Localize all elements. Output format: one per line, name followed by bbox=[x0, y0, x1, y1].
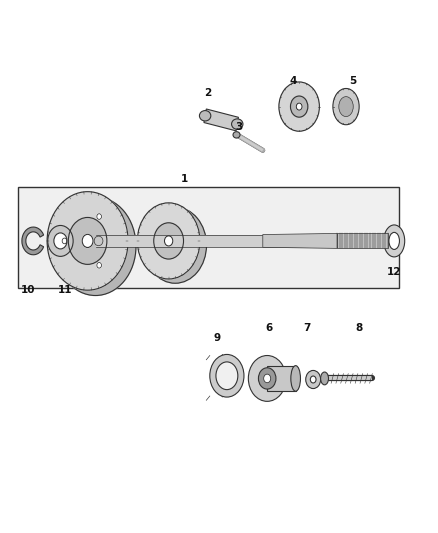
Ellipse shape bbox=[339, 96, 353, 117]
Ellipse shape bbox=[68, 217, 107, 264]
Ellipse shape bbox=[279, 82, 319, 131]
FancyBboxPatch shape bbox=[96, 235, 368, 247]
Ellipse shape bbox=[306, 370, 321, 389]
Text: 9: 9 bbox=[213, 334, 220, 343]
Ellipse shape bbox=[290, 96, 308, 117]
Ellipse shape bbox=[97, 214, 102, 220]
Polygon shape bbox=[18, 187, 399, 288]
Ellipse shape bbox=[384, 225, 405, 257]
Ellipse shape bbox=[48, 225, 73, 256]
Ellipse shape bbox=[164, 236, 173, 246]
Ellipse shape bbox=[232, 119, 243, 130]
Ellipse shape bbox=[199, 110, 211, 121]
Ellipse shape bbox=[62, 238, 67, 244]
Ellipse shape bbox=[296, 103, 302, 110]
Bar bbox=[337, 233, 388, 248]
Ellipse shape bbox=[54, 233, 67, 249]
Ellipse shape bbox=[258, 368, 276, 389]
Ellipse shape bbox=[248, 356, 286, 401]
Ellipse shape bbox=[138, 203, 200, 279]
Ellipse shape bbox=[220, 354, 225, 397]
Text: 11: 11 bbox=[57, 286, 72, 295]
Text: 8: 8 bbox=[356, 323, 363, 333]
Ellipse shape bbox=[82, 235, 93, 247]
Text: 6: 6 bbox=[266, 323, 273, 333]
Polygon shape bbox=[204, 109, 238, 131]
Polygon shape bbox=[263, 233, 337, 248]
Ellipse shape bbox=[210, 354, 244, 397]
Ellipse shape bbox=[333, 88, 359, 125]
Ellipse shape bbox=[144, 207, 206, 283]
Wedge shape bbox=[22, 227, 44, 255]
Ellipse shape bbox=[321, 372, 328, 385]
Text: 5: 5 bbox=[349, 76, 356, 86]
Ellipse shape bbox=[216, 362, 238, 390]
Text: 12: 12 bbox=[387, 267, 402, 277]
Polygon shape bbox=[267, 366, 296, 391]
Ellipse shape bbox=[55, 197, 136, 295]
Text: 7: 7 bbox=[303, 323, 310, 333]
Text: 4: 4 bbox=[290, 76, 297, 86]
Text: 3: 3 bbox=[235, 122, 242, 132]
Ellipse shape bbox=[233, 132, 240, 138]
Text: 10: 10 bbox=[21, 286, 36, 295]
Ellipse shape bbox=[264, 374, 271, 383]
Ellipse shape bbox=[97, 262, 102, 268]
Ellipse shape bbox=[310, 376, 316, 383]
Ellipse shape bbox=[389, 232, 399, 249]
Ellipse shape bbox=[154, 223, 184, 259]
Ellipse shape bbox=[94, 236, 103, 246]
Text: 1: 1 bbox=[180, 174, 187, 183]
Text: 2: 2 bbox=[205, 88, 212, 98]
Ellipse shape bbox=[291, 366, 300, 391]
Ellipse shape bbox=[47, 192, 128, 290]
